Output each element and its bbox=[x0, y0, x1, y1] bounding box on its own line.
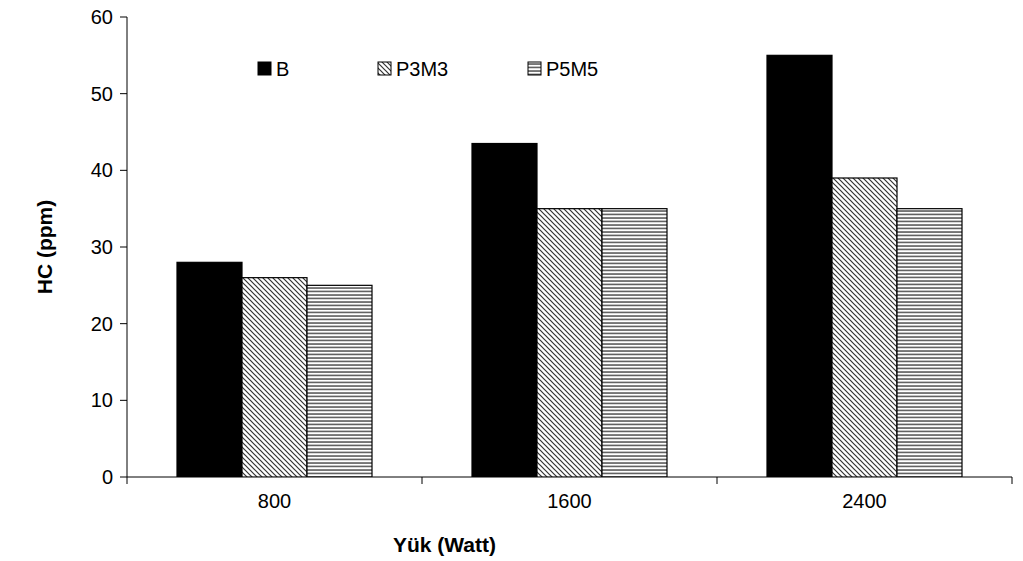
y-tick bbox=[120, 247, 127, 248]
x-tick bbox=[422, 477, 423, 484]
y-tick-label: 20 bbox=[91, 313, 113, 335]
chart-svg: 0 10 20 30 40 50 60 800 1600 2400 B P3M3 P5M5 Yük (Wa… bbox=[0, 0, 1023, 561]
legend-swatch bbox=[528, 62, 541, 75]
bars bbox=[177, 55, 962, 477]
bar bbox=[537, 209, 602, 477]
axes: 0 10 20 30 40 50 60 800 1600 2400 bbox=[91, 6, 1012, 512]
bar bbox=[242, 278, 307, 477]
legend-label: B bbox=[276, 58, 289, 80]
y-tick bbox=[120, 477, 127, 478]
y-tick-label: 50 bbox=[91, 83, 113, 105]
y-tick bbox=[120, 93, 127, 94]
x-tick-label: 2400 bbox=[842, 490, 887, 512]
y-axis-title: HC (ppm) bbox=[33, 200, 56, 294]
bar bbox=[602, 209, 667, 477]
bar bbox=[177, 262, 242, 477]
bar bbox=[472, 144, 537, 478]
x-tick-label: 1600 bbox=[547, 490, 592, 512]
y-tick bbox=[120, 170, 127, 171]
y-tick-label: 60 bbox=[91, 6, 113, 28]
legend-label: P5M5 bbox=[546, 58, 598, 80]
y-tick-label: 10 bbox=[91, 389, 113, 411]
y-axis bbox=[127, 17, 128, 477]
legend-label: P3M3 bbox=[396, 58, 448, 80]
y-tick-label: 0 bbox=[102, 466, 113, 488]
y-tick bbox=[120, 323, 127, 324]
bar bbox=[767, 55, 832, 477]
bar bbox=[897, 209, 962, 477]
chart-root: 0 10 20 30 40 50 60 800 1600 2400 B P3M3 P5M5 Yük (Wa… bbox=[0, 0, 1023, 561]
y-tick bbox=[120, 400, 127, 401]
legend: B P3M3 P5M5 bbox=[258, 58, 598, 80]
bar bbox=[832, 178, 897, 477]
x-axis-title: Yük (Watt) bbox=[393, 533, 496, 556]
x-tick-label: 800 bbox=[258, 490, 291, 512]
y-tick bbox=[120, 17, 127, 18]
y-tick-label: 30 bbox=[91, 236, 113, 258]
x-tick bbox=[717, 477, 718, 484]
y-tick-label: 40 bbox=[91, 159, 113, 181]
x-tick bbox=[127, 477, 128, 484]
bar bbox=[307, 285, 372, 477]
legend-swatch bbox=[258, 62, 271, 75]
legend-swatch bbox=[378, 62, 391, 75]
x-tick bbox=[1012, 477, 1013, 484]
